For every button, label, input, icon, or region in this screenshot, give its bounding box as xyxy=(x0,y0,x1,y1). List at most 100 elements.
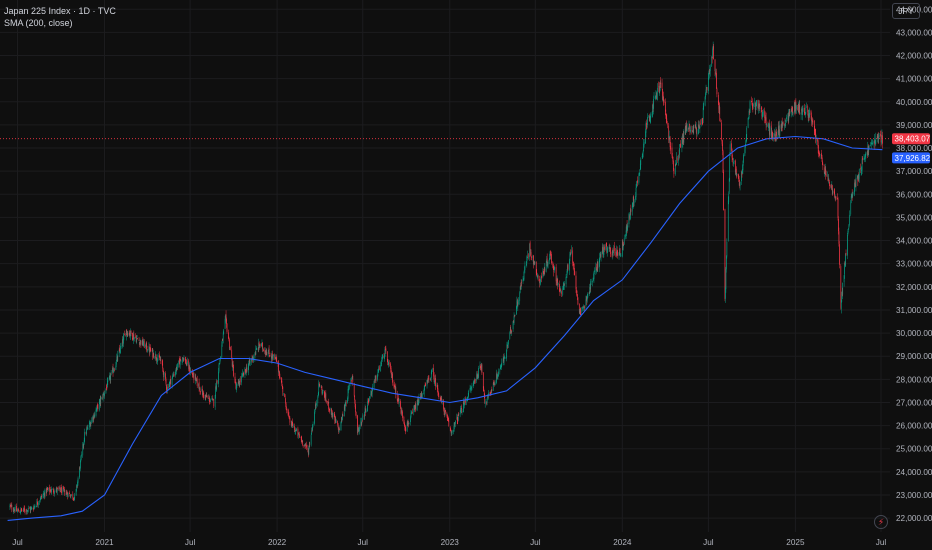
candle-body xyxy=(438,395,440,397)
candle-body xyxy=(324,390,325,397)
candle-body xyxy=(881,134,883,140)
candle-body xyxy=(339,429,340,430)
candle-body xyxy=(745,140,747,146)
candle-body xyxy=(648,115,650,117)
candle-body xyxy=(819,152,820,156)
candle-body xyxy=(139,341,141,345)
candle-body xyxy=(684,127,686,134)
candle-body xyxy=(66,492,68,495)
candle-body xyxy=(450,430,452,434)
candle-body xyxy=(597,261,599,268)
candle-body xyxy=(878,137,880,140)
candle-body xyxy=(587,292,589,298)
candle-body xyxy=(226,318,227,324)
candle-body xyxy=(579,310,581,313)
candle-body xyxy=(689,126,691,133)
candle-body xyxy=(867,146,869,156)
candle-body xyxy=(77,481,78,487)
candle-body xyxy=(403,416,405,424)
candle-body xyxy=(74,494,76,499)
candle-body xyxy=(653,97,655,99)
candle-body xyxy=(877,135,879,138)
x-tick-label: 2025 xyxy=(786,538,805,547)
candle-body xyxy=(669,137,671,147)
candle-body xyxy=(308,444,310,447)
candle-body xyxy=(562,288,564,296)
candle-body xyxy=(210,400,211,402)
candle-body xyxy=(709,66,711,72)
candle-body xyxy=(526,256,528,264)
candle-body xyxy=(437,388,439,393)
candle-body xyxy=(536,271,538,277)
candle-body xyxy=(271,354,273,360)
indicator-label[interactable]: SMA (200, close) xyxy=(4,18,73,28)
currency-button[interactable]: JPY xyxy=(892,3,920,19)
candle-body xyxy=(676,158,678,161)
candle-body xyxy=(159,359,161,361)
symbol-title[interactable]: Japan 225 Index · 1D · TVC xyxy=(4,6,116,16)
candle-body xyxy=(699,125,701,129)
candle-body xyxy=(514,314,516,316)
candle-body xyxy=(252,356,253,361)
candle-body xyxy=(874,140,876,146)
candle-body xyxy=(483,388,485,392)
candle-body xyxy=(431,370,433,373)
candle-body xyxy=(229,339,230,348)
candle-body xyxy=(167,386,168,392)
lightning-icon[interactable]: ⚡ xyxy=(874,515,888,529)
candle-body xyxy=(451,432,452,434)
candle-body xyxy=(33,506,35,509)
candle-body xyxy=(800,112,802,115)
candle-body xyxy=(418,397,420,403)
candle-body xyxy=(93,414,94,419)
candle-body xyxy=(519,286,521,293)
candle-body xyxy=(589,287,591,290)
candle-body xyxy=(670,146,671,150)
candle-body xyxy=(468,391,469,396)
candle-body xyxy=(639,163,641,169)
candle-body xyxy=(701,118,703,121)
candle-body xyxy=(828,178,829,181)
candle-body xyxy=(281,385,283,387)
candle-body xyxy=(267,352,269,356)
candle-body xyxy=(205,394,207,397)
candle-body xyxy=(566,276,567,278)
candle-body xyxy=(637,180,638,183)
candle-body xyxy=(577,297,579,305)
candle-body xyxy=(271,355,272,359)
candle-body xyxy=(385,349,386,351)
candle-body xyxy=(603,245,605,255)
candle-body xyxy=(390,363,391,369)
candle-body xyxy=(864,158,865,160)
candle-body xyxy=(444,410,446,415)
candle-body xyxy=(14,510,16,512)
candle-body xyxy=(198,383,199,387)
candle-body xyxy=(89,423,91,427)
candle-body xyxy=(477,374,478,379)
candle-body xyxy=(491,389,493,392)
candle-body xyxy=(682,136,684,142)
candle-body xyxy=(163,372,165,377)
candle-body xyxy=(615,252,617,253)
y-tick-label: 28,000.00 xyxy=(896,375,932,384)
x-tick-label: Jul xyxy=(530,538,541,547)
candle-body xyxy=(136,337,138,338)
candle-body xyxy=(477,374,479,377)
candle-body xyxy=(30,508,32,511)
candle-body xyxy=(500,366,502,368)
candle-body xyxy=(825,174,827,177)
candle-body xyxy=(304,444,305,446)
candle-body xyxy=(113,369,115,371)
y-tick-label: 29,000.00 xyxy=(896,352,932,361)
candle-body xyxy=(595,266,597,271)
candle-body xyxy=(769,126,771,136)
candle-body xyxy=(755,106,757,110)
candle-body xyxy=(762,111,764,116)
candle-body xyxy=(822,163,824,167)
candle-body xyxy=(605,245,607,250)
candle-body xyxy=(818,152,820,154)
x-axis: Jul 2021 Jul 2022 Jul 2023 Jul 2024 Jul 2025 Jul xyxy=(12,538,886,547)
candle-body xyxy=(490,393,491,394)
candle-body xyxy=(47,489,49,490)
